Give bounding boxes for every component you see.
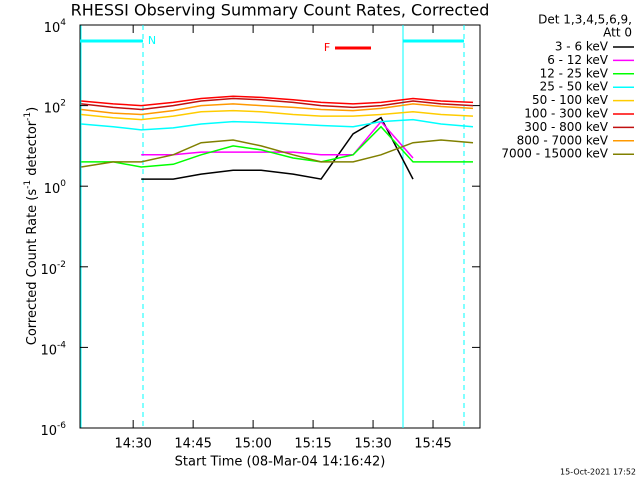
y-tick-label: 10-4: [40, 340, 66, 358]
plot-area: [81, 95, 474, 180]
x-tick-label: 14:45: [174, 437, 211, 452]
series-line: [81, 103, 474, 116]
plot-frame: [79, 24, 481, 429]
series-line: [81, 118, 474, 131]
y-axis-title: Corrected Count Rate (s-1 detector-1): [23, 107, 40, 345]
y-tick-base: 10: [44, 21, 61, 36]
series-line: [81, 97, 474, 111]
legend-label: 12 - 25 keV: [540, 66, 609, 80]
series-line: [141, 116, 414, 180]
y-tick-exponent: 2: [60, 98, 66, 108]
x-tick-label: 15:00: [234, 437, 271, 452]
y-tick-label: 10-2: [40, 259, 66, 277]
x-tick-label: 15:15: [294, 437, 331, 452]
legend-label: 100 - 300 keV: [524, 107, 608, 121]
y-tick-exponent: -2: [57, 259, 66, 269]
y-tick-base: 10: [44, 101, 61, 116]
series-line: [81, 139, 474, 168]
series-line: [141, 120, 414, 159]
y-tick-base: 10: [40, 262, 57, 277]
y-tick-label: 10-6: [40, 421, 66, 439]
y-title-exponent: -1: [23, 180, 33, 189]
legend-label: 6 - 12 keV: [547, 53, 609, 67]
y-tick-base: 10: [40, 424, 57, 439]
y-tick-label: 104: [44, 18, 67, 36]
y-tick-label: 100: [44, 179, 67, 197]
y-tick-exponent: 0: [60, 179, 66, 189]
y-title-part: ): [25, 107, 40, 112]
y-title-part: Corrected Count Rate (s: [25, 189, 40, 346]
legend-label: 7000 - 15000 keV: [501, 147, 608, 161]
legend-header: Att 0: [603, 26, 632, 40]
legend-label: 50 - 100 keV: [532, 93, 609, 107]
x-axis-title: Start Time (08-Mar-04 14:16:42): [175, 455, 386, 470]
legend-label: 300 - 800 keV: [524, 120, 608, 134]
y-tick-base: 10: [40, 343, 57, 358]
y-title-exponent: -1: [23, 112, 33, 121]
night-label: N: [148, 34, 156, 47]
y-title-part: detector: [25, 120, 40, 180]
y-tick-base: 10: [44, 182, 61, 197]
series-line: [81, 95, 474, 107]
series-line: [81, 125, 473, 168]
x-tick-label: 15:30: [354, 437, 391, 452]
y-tick-exponent: -4: [57, 340, 66, 350]
y-tick-exponent: 4: [60, 18, 66, 28]
footer: 15-Oct-2021 17:52: [560, 468, 636, 477]
series-line: [81, 109, 474, 121]
x-tick-label: 14:30: [114, 437, 151, 452]
legend-label: 800 - 7000 keV: [517, 133, 609, 147]
x-tick-label: 15:45: [414, 437, 451, 452]
flare-label: F: [324, 41, 330, 54]
y-tick-label: 102: [44, 98, 66, 116]
legend-header: Det 1,3,4,5,6,9,: [538, 13, 632, 27]
chart-title: RHESSI Observing Summary Count Rates, Co…: [71, 1, 490, 20]
legend-label: 3 - 6 keV: [555, 40, 609, 54]
legend-label: 25 - 50 keV: [540, 80, 609, 94]
y-tick-exponent: -6: [57, 421, 66, 431]
